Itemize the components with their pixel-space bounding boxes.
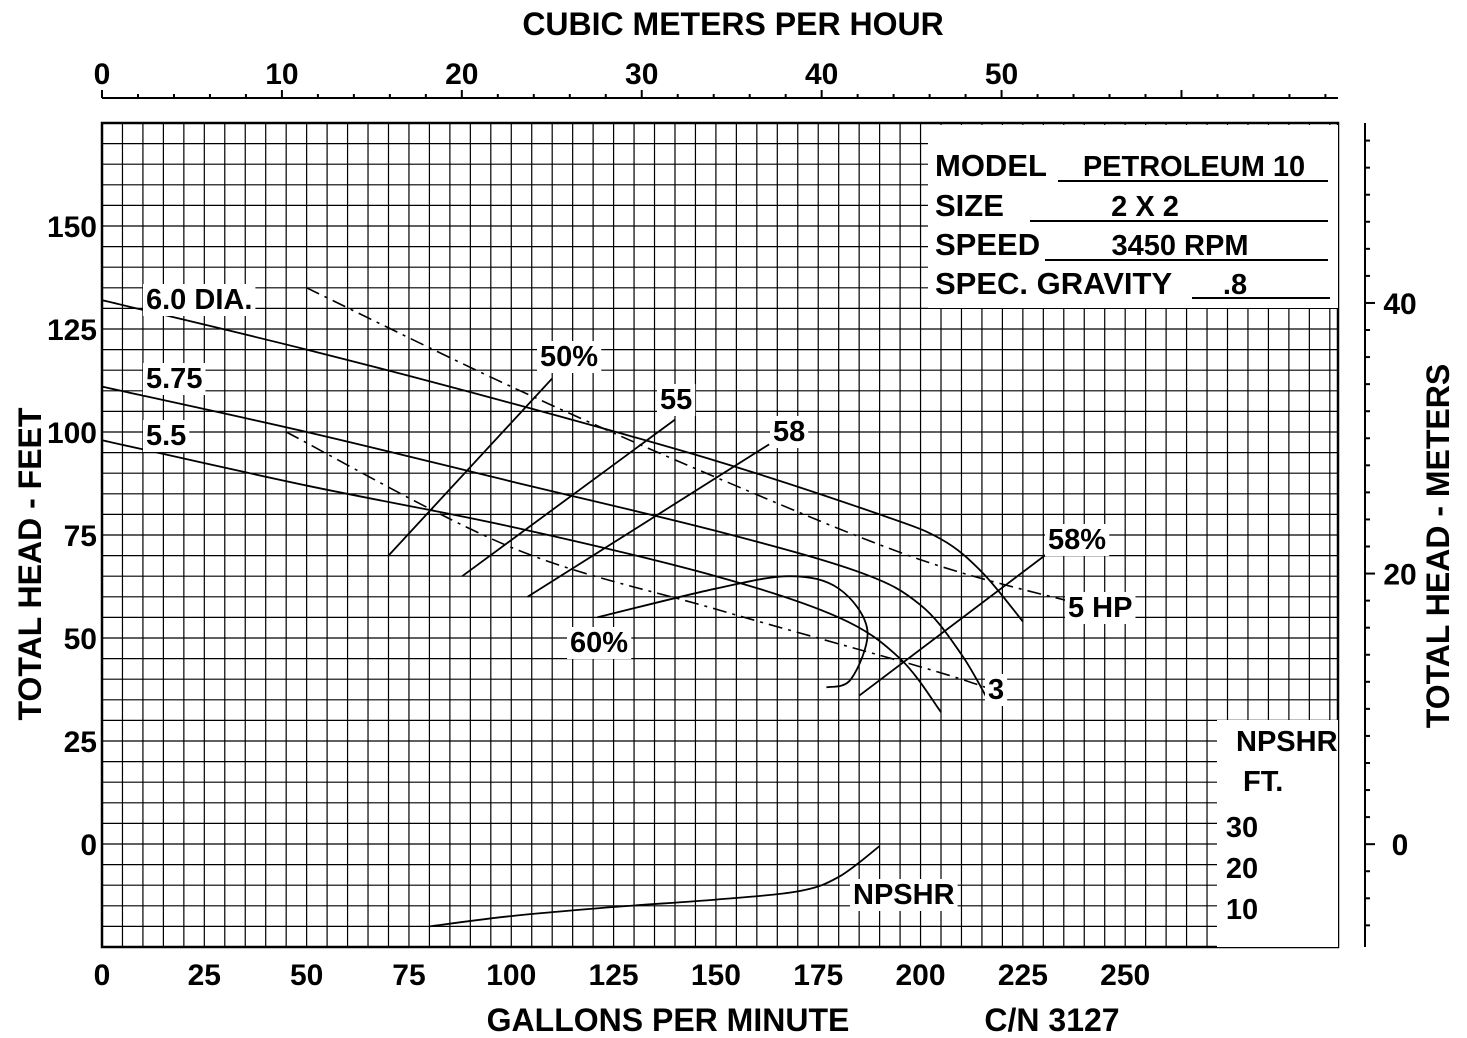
head-curve-label: 5.75	[146, 363, 202, 395]
head-curve-label-backdrop	[143, 420, 190, 452]
bottom-axis-tick-label: 125	[589, 959, 639, 992]
head-curve-label: 5.5	[146, 420, 186, 452]
efficiency-curve-label: 60%	[570, 627, 628, 659]
efficiency-curve-label-backdrop	[1045, 524, 1110, 556]
axes: 0 10 20 30 40 50 0 20 40 0 25 50 75 100 125 150 0 25 50 75 1…	[47, 58, 1417, 992]
bottom-axis-title: GALLONS PER MINUTE	[487, 1002, 850, 1038]
bottom-axis-tick-label: 25	[188, 959, 221, 992]
head-curve-6-0-dia-	[101, 299, 1024, 623]
efficiency-curve-label: 50%	[540, 341, 598, 373]
right-axis-tick-label: 20	[1383, 559, 1416, 592]
npshr-scale-title: NPSHR	[1236, 726, 1338, 758]
gravity-label: SPEC. GRAVITY	[935, 266, 1172, 301]
bottom-axis-tick-label: 250	[1100, 959, 1150, 992]
top-axis-title: CUBIC METERS PER HOUR	[522, 6, 943, 42]
left-axis-tick-label: 125	[47, 314, 97, 347]
head-curve-label-backdrop	[143, 363, 206, 395]
bottom-axis-tick-label: 75	[392, 959, 425, 992]
efficiency-curve	[858, 546, 1057, 697]
npshr-scale-background	[1217, 720, 1338, 947]
efficiency-curve	[597, 575, 869, 689]
bottom-axis-tick-label: 200	[896, 959, 946, 992]
top-axis-tick-label: 20	[445, 58, 478, 91]
gravity-value: .8	[1223, 269, 1247, 301]
model-label: MODEL	[935, 148, 1047, 183]
efficiency-curve	[527, 443, 770, 598]
horsepower-line-label-backdrop	[985, 674, 1008, 706]
head-curve-5-75	[101, 385, 991, 705]
top-axis-tick-label: 50	[985, 58, 1018, 91]
top-axis-tick-label: 30	[625, 58, 658, 91]
horsepower-line-label-backdrop	[1065, 592, 1136, 624]
catalog-number: C/N 3127	[984, 1002, 1119, 1038]
info-box: MODEL PETROLEUM 10 SIZE 2 X 2 SPEED 3450…	[928, 125, 1338, 308]
npshr-tick-30: 30	[1226, 812, 1258, 844]
efficiency-curve-label: 58	[773, 416, 805, 448]
right-axis-tick-label: 0	[1392, 829, 1409, 862]
top-axis-tick-label: 0	[94, 58, 111, 91]
efficiency-curve-label-backdrop	[537, 341, 602, 373]
bottom-axis-tick-label: 100	[486, 959, 536, 992]
head-curve-5-5	[101, 439, 942, 713]
horsepower-line-label: 5 HP	[1068, 592, 1132, 624]
left-axis-tick-label: 25	[64, 726, 97, 759]
horsepower-line-label: 3	[988, 674, 1004, 706]
bottom-axis-tick-label: 150	[691, 959, 741, 992]
bottom-axis-tick-label: 225	[998, 959, 1048, 992]
bottom-axis-tick-label: 175	[793, 959, 843, 992]
efficiency-curve-label-backdrop	[567, 627, 632, 659]
top-axis-tick-label: 10	[265, 58, 298, 91]
left-axis-tick-label: 50	[64, 623, 97, 656]
left-axis-title: TOTAL HEAD - FEET	[12, 407, 48, 720]
left-axis-tick-label: 0	[80, 829, 97, 862]
model-value: PETROLEUM 10	[1083, 151, 1305, 183]
left-axis-tick-label: 75	[64, 520, 97, 553]
speed-label: SPEED	[935, 227, 1040, 262]
efficiency-curve	[387, 377, 553, 557]
right-axis-tick-label: 40	[1383, 288, 1416, 321]
npshr-scale: NPSHR FT. 30 20 10	[1217, 720, 1338, 947]
npshr-tick-20: 20	[1226, 853, 1258, 885]
left-axis-tick-label: 100	[47, 417, 97, 450]
head-curve-label: 6.0 DIA.	[146, 284, 252, 316]
horsepower-line	[285, 431, 987, 689]
top-axis-tick-label: 40	[805, 58, 838, 91]
npshr-curve-label-backdrop	[850, 879, 958, 911]
size-value: 2 X 2	[1111, 191, 1179, 223]
efficiency-curve-label: 58%	[1048, 524, 1106, 556]
bottom-axis-tick-label: 50	[290, 959, 323, 992]
efficiency-curve-label: 55	[660, 384, 692, 416]
efficiency-curve-label-backdrop	[770, 416, 809, 448]
speed-value: 3450 RPM	[1111, 230, 1248, 262]
efficiency-curve	[461, 418, 676, 577]
efficiency-curve-label-backdrop	[657, 384, 696, 416]
right-axis-title: TOTAL HEAD - METERS	[1420, 364, 1456, 728]
labels: 6.0 DIA. 5.75 5.5 50% 55 58 58% 60% 5 HP 3 NPSHR	[143, 284, 1136, 911]
npshr-curve-label: NPSHR	[853, 879, 955, 911]
npshr-tick-10: 10	[1226, 894, 1258, 926]
horsepower-line	[306, 287, 1085, 606]
size-label: SIZE	[935, 188, 1004, 223]
info-box-background	[928, 125, 1338, 308]
npshr-curve	[429, 845, 881, 928]
left-axis-tick-label: 150	[47, 211, 97, 244]
curves	[101, 287, 1085, 928]
bottom-axis-tick-label: 0	[94, 959, 111, 992]
head-curve-label-backdrop	[143, 284, 256, 316]
npshr-scale-unit: FT.	[1243, 766, 1283, 798]
